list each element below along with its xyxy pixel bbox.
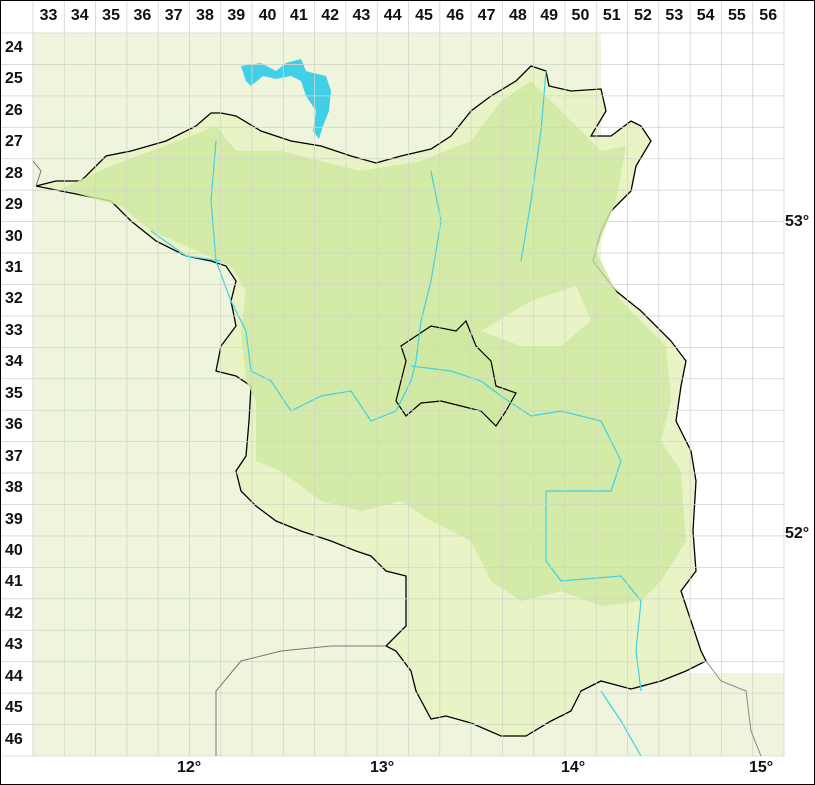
lake-mueritz [241, 59, 331, 139]
row-label: 43 [5, 636, 23, 654]
longitude-label: 12° [177, 759, 202, 776]
row-label: 26 [5, 101, 23, 119]
row-label: 42 [5, 604, 23, 622]
column-label: 34 [70, 7, 89, 24]
row-label: 33 [5, 321, 23, 339]
column-label: 47 [477, 7, 496, 24]
river-oder [520, 70, 547, 262]
column-label: 51 [602, 7, 621, 24]
dense-vegetation [61, 81, 686, 606]
longitude-label: 13° [370, 759, 395, 776]
row-label: 25 [5, 70, 23, 88]
column-label: 52 [634, 7, 652, 24]
column-label: 42 [321, 7, 340, 24]
column-label: 40 [258, 7, 277, 24]
row-label: 27 [5, 133, 23, 151]
row-label: 28 [5, 164, 23, 182]
column-label: 44 [383, 7, 402, 24]
latitude-label: 52° [785, 525, 810, 542]
row-label: 38 [5, 479, 23, 497]
row-label: 24 [5, 39, 23, 56]
river-south [600, 690, 642, 757]
row-label: 41 [5, 573, 23, 591]
state-border-west [32, 160, 42, 187]
row-label: 37 [5, 447, 23, 465]
row-label: 35 [5, 384, 23, 402]
column-label: 54 [696, 7, 715, 24]
longitude-label: 15° [749, 759, 774, 776]
river-spree [410, 365, 642, 692]
row-label: 29 [5, 196, 23, 214]
row-label: 39 [5, 510, 23, 528]
row-label: 36 [5, 416, 23, 434]
column-label: 36 [133, 7, 152, 24]
column-label: 49 [540, 7, 559, 24]
row-label: 30 [5, 227, 23, 245]
column-label: 41 [289, 7, 308, 24]
lakes [241, 59, 331, 139]
column-label: 48 [508, 7, 527, 24]
row-label: 44 [5, 667, 23, 685]
row-label: 45 [5, 699, 23, 717]
row-label: 34 [5, 353, 23, 371]
column-label: 50 [571, 7, 590, 24]
rivers [150, 70, 642, 757]
row-label: 40 [5, 541, 23, 559]
grid-lines [1, 1, 785, 757]
column-label: 53 [665, 7, 684, 24]
longitude-label: 14° [561, 759, 586, 776]
column-label: 37 [164, 7, 183, 24]
column-label: 38 [196, 7, 214, 24]
column-label: 56 [759, 7, 778, 24]
column-label: 39 [227, 7, 246, 24]
column-label: 35 [102, 7, 120, 24]
column-label: 46 [446, 7, 465, 24]
column-label: 33 [39, 7, 58, 24]
row-label: 32 [5, 290, 23, 308]
column-label: 43 [352, 7, 371, 24]
column-label: 55 [728, 7, 746, 24]
row-label: 46 [5, 730, 23, 748]
column-label: 45 [415, 7, 433, 24]
latitude-label: 53° [785, 213, 810, 230]
state-border-south [215, 645, 386, 756]
row-label: 31 [5, 259, 23, 277]
river-elbe [150, 230, 222, 262]
poland-border [705, 660, 762, 757]
river-havel [210, 140, 442, 422]
